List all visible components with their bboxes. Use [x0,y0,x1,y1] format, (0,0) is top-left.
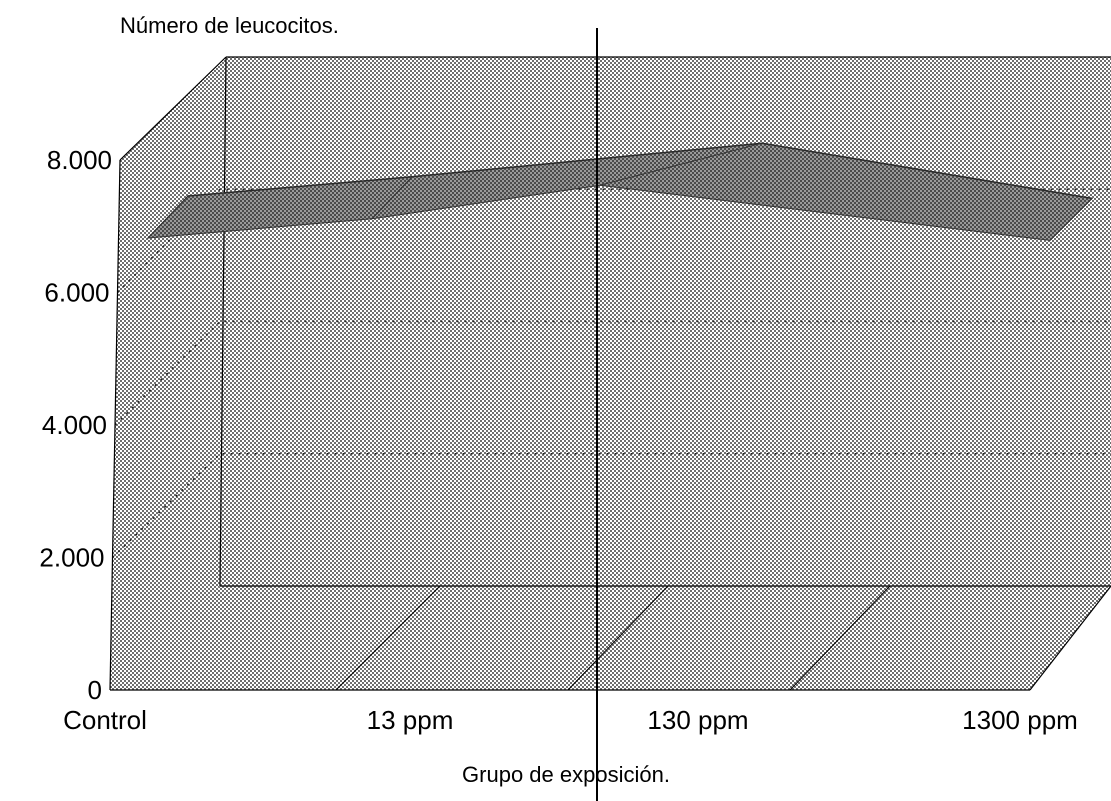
y-tick-labels: 0 2.000 4.000 6.000 8.000 [39,145,112,705]
series-point-0 [147,195,189,239]
wall-edges [109,56,1111,691]
series-point-2 [599,142,763,186]
x-tick-1: 13 ppm [367,705,454,735]
x-tick-2: 130 ppm [647,705,748,735]
data-ribbon [146,142,1094,241]
floor-dividers [335,585,891,691]
x-tick-3: 1300 ppm [962,705,1078,735]
y-tick-4: 8.000 [47,145,112,175]
x-tick-labels: Control 13 ppm 130 ppm 1300 ppm [63,705,1078,735]
series-point-1 [371,176,413,220]
y-tick-0: 0 [88,675,102,705]
floor [110,586,1111,690]
y-tick-1: 2.000 [39,543,104,573]
y-axis-title: Número de leucocitos. [120,13,339,38]
y-tick-3: 6.000 [44,278,109,308]
series-top-edge [187,142,1093,200]
gridline-2 [114,320,1111,426]
x-tick-0: Control [63,705,147,735]
gridlines [111,188,1111,559]
series-point-3 [1049,198,1093,241]
gridline-1 [111,452,1111,559]
gridline-3 [116,188,1111,294]
y-tick-2: 4.000 [42,410,107,440]
x-axis-title: Grupo de exposición. [462,762,670,787]
